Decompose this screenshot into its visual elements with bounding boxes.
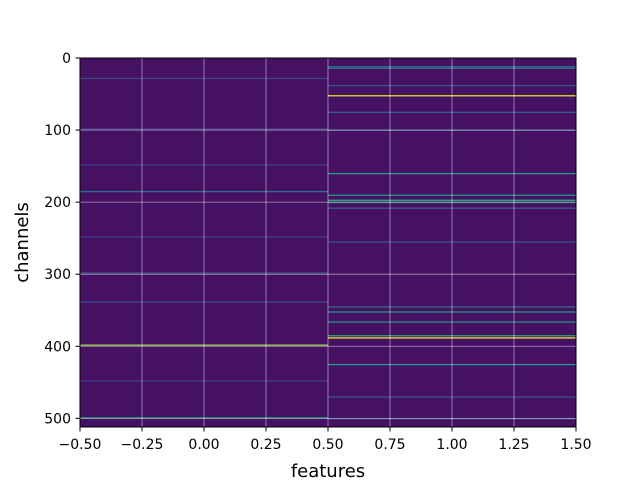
y-tick-label-1: 100	[44, 123, 71, 139]
x-tick-label-2: 0.00	[188, 437, 219, 453]
x-tick-label-6: 1.00	[436, 437, 467, 453]
y-tick-label-3: 300	[44, 267, 71, 283]
y-tick-label-5: 500	[44, 411, 71, 427]
x-tick-label-4: 0.50	[312, 437, 343, 453]
x-tick-label-8: 1.50	[560, 437, 591, 453]
y-tick-label-4: 400	[44, 339, 71, 355]
x-tick-label-7: 1.25	[498, 437, 529, 453]
x-tick-label-0: −0.50	[59, 437, 102, 453]
y-tick-label-0: 0	[62, 51, 71, 67]
y-axis: 0 100 200 300 400 500	[44, 51, 80, 427]
y-tick-label-2: 200	[44, 195, 71, 211]
y-axis-label: channels	[12, 202, 33, 283]
x-axis-label: features	[291, 461, 365, 480]
x-tick-label-1: −0.25	[121, 437, 164, 453]
x-tick-label-5: 0.75	[374, 437, 405, 453]
x-axis: −0.50 −0.25 0.00 0.25 0.50 0.75 1.00 1.25 1.50	[59, 427, 592, 453]
x-tick-label-3: 0.25	[250, 437, 281, 453]
